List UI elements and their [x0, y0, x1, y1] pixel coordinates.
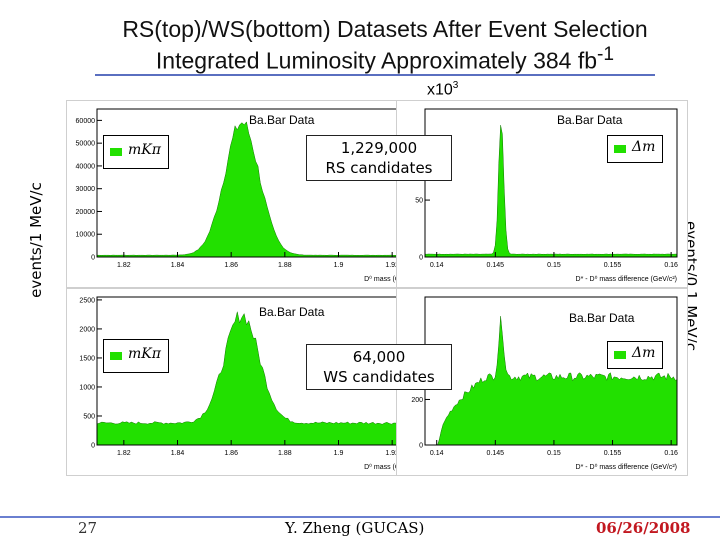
multiplier-text: x10 [427, 81, 453, 99]
ws-candidates-count: 64,000 [352, 348, 406, 366]
y-tick-label: 2000 [79, 326, 95, 333]
x-tick-label: 0.155 [604, 450, 622, 457]
rs-candidates-text: RS candidates [325, 159, 433, 177]
title-text: Integrated Luminosity Approximately 384 … [155, 47, 598, 74]
chart-rs-mass: 1.82 1.84 1.86 1.88 1.9 1.92 0 10000 20000 30000 4… [76, 108, 420, 283]
x-axis-label: D* - D⁰ mass difference (GeV/c²) [576, 275, 677, 283]
x-tick-label: 1.88 [278, 450, 292, 457]
chart-title-rs-mass: Ba.Bar Data [249, 113, 315, 127]
y-tick-label: 0 [91, 255, 95, 262]
legend-swatch [110, 352, 122, 360]
y-tick-label: 50 [415, 198, 423, 205]
ws-candidates-text: WS candidates [323, 368, 435, 386]
x-tick-label: 1.88 [278, 262, 292, 269]
chart-title-ws-mass: Ba.Bar Data [259, 305, 325, 319]
legend-rs-mass: mKπ [103, 135, 169, 169]
y-tick-label: 1500 [79, 355, 95, 362]
x-tick-label: 1.92 [385, 450, 399, 457]
legend-swatch [614, 145, 626, 153]
footer-rule [0, 516, 720, 518]
x-tick-label: 1.82 [117, 262, 131, 269]
y-tick-label: 0 [419, 255, 423, 262]
legend-ws-dm: Δm [607, 341, 663, 369]
footer-author: Y. Zheng (GUCAS) [285, 519, 425, 537]
rs-candidates-label: 1,229,000 RS candidates [306, 135, 452, 181]
x-tick-label: 1.9 [334, 450, 344, 457]
x-axis-label: D⁰ mass (GeV/c²) [364, 463, 419, 471]
x-tick-label: 1.86 [224, 262, 238, 269]
x-tick-label: 0.15 [547, 262, 561, 269]
x-tick-label: 0.155 [604, 262, 622, 269]
footer-page-number: 27 [78, 519, 98, 537]
y-tick-label: 500 [83, 413, 95, 420]
x-tick-label: 0.145 [487, 450, 505, 457]
legend-swatch [110, 148, 122, 156]
y-axis-label-left: events/1 MeV/c [27, 182, 45, 298]
y-tick-label: 2500 [79, 297, 95, 304]
y-tick-label: 30000 [76, 186, 96, 193]
footer-date: 06/26/2008 [596, 519, 691, 537]
y-tick-label: 20000 [76, 209, 96, 216]
y-tick-label: 200 [411, 397, 423, 404]
x-tick-label: 0.16 [664, 262, 678, 269]
histogram-fill [96, 121, 420, 258]
rs-candidates-count: 1,229,000 [340, 139, 418, 157]
y-tick-label: 0 [91, 443, 95, 450]
histogram-fill [96, 311, 420, 446]
x-tick-label: 0.145 [487, 262, 505, 269]
chart-title-rs-dm: Ba.Bar Data [557, 113, 623, 127]
legend-rs-dm: Δm [607, 135, 663, 163]
y-tick-label: 60000 [76, 118, 96, 125]
chart-ws-mass: 1.82 1.84 1.86 1.88 1.9 1.9205001000150020002… [79, 296, 420, 471]
y-tick-label: 0 [419, 443, 423, 450]
histogram-fill [425, 316, 678, 446]
histogram-fill [424, 125, 678, 258]
ws-candidates-label: 64,000 WS candidates [306, 344, 452, 390]
x-tick-label: 1.82 [117, 450, 131, 457]
x-tick-label: 0.14 [430, 262, 444, 269]
x-axis-label: D⁰ mass (GeV/c²) [364, 275, 419, 283]
plot-frame [424, 108, 678, 258]
x-tick-label: 0.14 [430, 450, 444, 457]
x-tick-label: 0.15 [547, 450, 561, 457]
panel-rs-mass: 1.82 1.84 1.86 1.88 1.9 1.92 0 10000 20000 30000 4… [66, 100, 430, 288]
legend-text: mKπ [128, 346, 161, 362]
slide-title-line2: Integrated Luminosity Approximately 384 … [60, 44, 710, 75]
legend-text: mKπ [128, 142, 161, 158]
x-tick-label: 1.84 [171, 262, 185, 269]
x-tick-label: 1.84 [171, 450, 185, 457]
title-rule [95, 74, 655, 76]
x-tick-label: 0.16 [664, 450, 678, 457]
y-tick-label: 1000 [79, 384, 95, 391]
multiplier-label: x103 [427, 80, 458, 99]
legend-ws-mass: mKπ [103, 339, 169, 373]
legend-text: Δm [632, 139, 656, 155]
y-tick-label: 50000 [76, 141, 96, 148]
y-tick-label: 40000 [76, 163, 96, 170]
x-tick-label: 1.92 [385, 262, 399, 269]
legend-text: Δm [632, 345, 656, 361]
chart-title-ws-dm: Ba.Bar Data [569, 311, 635, 325]
title-superscript: -1 [597, 44, 615, 65]
y-tick-label: 10000 [76, 232, 96, 239]
x-tick-label: 1.9 [334, 262, 344, 269]
slide-title-line1: RS(top)/WS(bottom) Datasets After Event … [122, 16, 648, 42]
x-tick-label: 1.86 [224, 450, 238, 457]
x-axis-label: D* - D⁰ mass difference (GeV/c²) [576, 463, 677, 471]
multiplier-superscript: 3 [452, 80, 459, 91]
legend-swatch [614, 351, 626, 359]
